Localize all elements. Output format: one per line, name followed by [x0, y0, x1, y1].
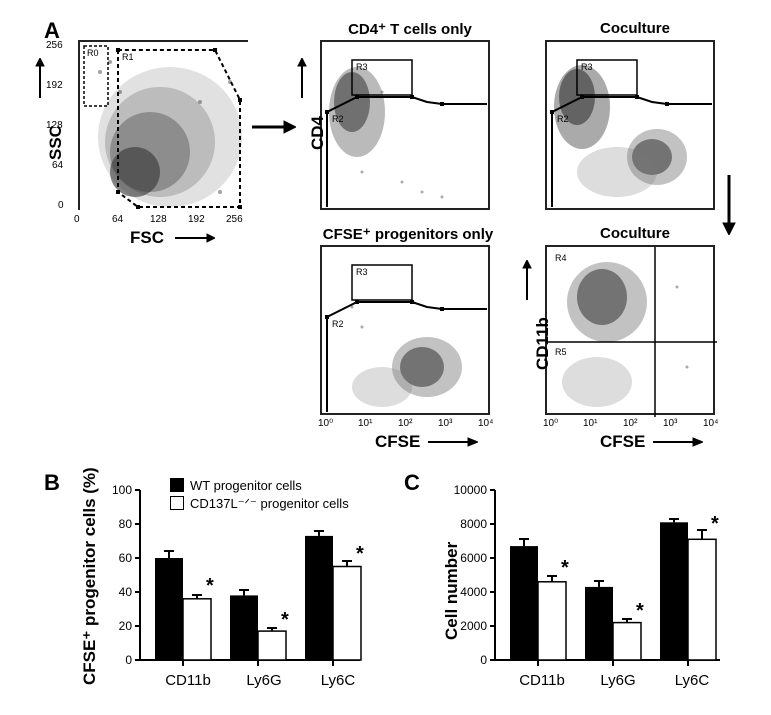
legend-ko-text: CD137L⁻ᐟ⁻ progenitor cells [190, 496, 349, 512]
log-tick: 10¹ [583, 418, 597, 429]
ssc-tick-3: 192 [46, 80, 63, 91]
cfse-only-title: CFSE⁺ progenitors only [308, 225, 508, 243]
log-tick: 10⁰ [543, 418, 558, 429]
coculture-top-plot: R2 R3 [545, 40, 715, 210]
coculture-bottom-scatter: R4 R5 [547, 247, 717, 417]
svg-text:*: * [206, 575, 214, 597]
cd4-arrow-icon [296, 58, 308, 98]
svg-text:R2: R2 [332, 319, 344, 329]
svg-text:40: 40 [119, 585, 133, 599]
cd11b-arrow-icon [521, 260, 533, 300]
svg-text:60: 60 [119, 551, 133, 565]
svg-text:R4: R4 [555, 253, 567, 263]
svg-text:R2: R2 [332, 114, 344, 124]
ssc-tick-4: 256 [46, 40, 63, 51]
svg-text:R3: R3 [356, 267, 368, 277]
panel-b-label: B [44, 470, 60, 496]
cfse-arrow-1-icon [428, 436, 478, 448]
ssc-axis-label: SSC [46, 125, 66, 160]
svg-text:*: * [356, 543, 364, 565]
log-tick: 10³ [438, 418, 452, 429]
svg-text:10000: 10000 [454, 483, 488, 497]
ssc-tick-0: 0 [58, 200, 64, 211]
fsc-tick-0: 0 [74, 214, 80, 225]
coculture-top-scatter: R2 R3 [547, 42, 717, 212]
coculture-bottom-title: Coculture [545, 225, 725, 242]
panel-c-cat-2: Ly6C [662, 672, 722, 689]
svg-text:6000: 6000 [460, 551, 487, 565]
svg-text:80: 80 [119, 517, 133, 531]
cd4-axis-label: CD4 [308, 116, 328, 150]
panel-c-label: C [404, 470, 420, 496]
log-tick: 10² [398, 418, 412, 429]
svg-text:*: * [561, 557, 569, 579]
cfse-axis-label-1: CFSE [375, 432, 420, 452]
fsc-arrow-icon [175, 232, 215, 244]
legend-wt-swatch [170, 478, 184, 492]
panel-c-cat-1: Ly6G [588, 672, 648, 689]
svg-text:R2: R2 [557, 114, 569, 124]
fsc-tick-1: 64 [112, 214, 123, 225]
panel-c-chart: 0 2000 4000 6000 8000 10000 * * * [440, 480, 730, 690]
svg-text:4000: 4000 [460, 585, 487, 599]
ssc-tick-1: 64 [52, 160, 63, 171]
cfse-axis-label-2: CFSE [600, 432, 645, 452]
cfse-only-plot: R2 R3 [320, 245, 490, 415]
log-tick: 10⁰ [318, 418, 333, 429]
log-tick: 10¹ [358, 418, 372, 429]
cfse-arrow-2-icon [653, 436, 703, 448]
underline-icon [316, 430, 496, 434]
panel-b-cat-2: Ly6C [308, 672, 368, 689]
cfse-only-scatter: R2 R3 [322, 247, 492, 417]
fsc-axis-label: FSC [130, 228, 164, 248]
panel-b-cat-0: CD11b [158, 672, 218, 689]
ssc-arrow-icon [34, 58, 46, 98]
log-tick: 10⁴ [478, 418, 493, 429]
svg-text:0: 0 [480, 653, 487, 667]
svg-text:*: * [281, 609, 289, 631]
legend-ko-swatch [170, 496, 184, 510]
fsc-tick-4: 256 [226, 214, 243, 225]
svg-text:100: 100 [112, 483, 132, 497]
fsc-tick-3: 192 [188, 214, 205, 225]
svg-text:R1: R1 [122, 52, 134, 62]
panel-b-cat-1: Ly6G [234, 672, 294, 689]
svg-text:*: * [711, 513, 719, 535]
panel-c-y-label: Cell number [442, 542, 462, 640]
fsc-ssc-plot: R0 R1 [78, 40, 248, 210]
svg-text:*: * [636, 600, 644, 622]
svg-text:0: 0 [125, 653, 132, 667]
log-tick: 10⁴ [703, 418, 718, 429]
svg-text:8000: 8000 [460, 517, 487, 531]
fsc-ssc-scatter: R0 R1 [80, 42, 250, 212]
svg-text:R3: R3 [581, 62, 593, 72]
svg-text:R5: R5 [555, 347, 567, 357]
cd11b-axis-label: CD11b [533, 317, 553, 370]
svg-text:R3: R3 [356, 62, 368, 72]
legend-wt-text: WT progenitor cells [190, 478, 302, 493]
log-tick: 10² [623, 418, 637, 429]
cd4-only-plot: R2 R3 [320, 40, 490, 210]
panel-c-cat-0: CD11b [512, 672, 572, 689]
coculture-top-title: Coculture [545, 20, 725, 37]
log-tick: 10³ [663, 418, 677, 429]
fsc-tick-2: 128 [150, 214, 167, 225]
panel-b-y-label: CFSE⁺ progenitor cells (%) [80, 467, 100, 685]
panel-c-svg: 0 2000 4000 6000 8000 10000 * * * [440, 480, 730, 690]
cd4-only-scatter: R2 R3 [322, 42, 492, 212]
svg-text:20: 20 [119, 619, 133, 633]
link-arrow-icon [252, 118, 296, 136]
coculture-bottom-plot: R4 R5 [545, 245, 715, 415]
svg-text:2000: 2000 [460, 619, 487, 633]
cd4-only-title: CD4⁺ T cells only [320, 20, 500, 38]
svg-text:R0: R0 [87, 48, 99, 58]
